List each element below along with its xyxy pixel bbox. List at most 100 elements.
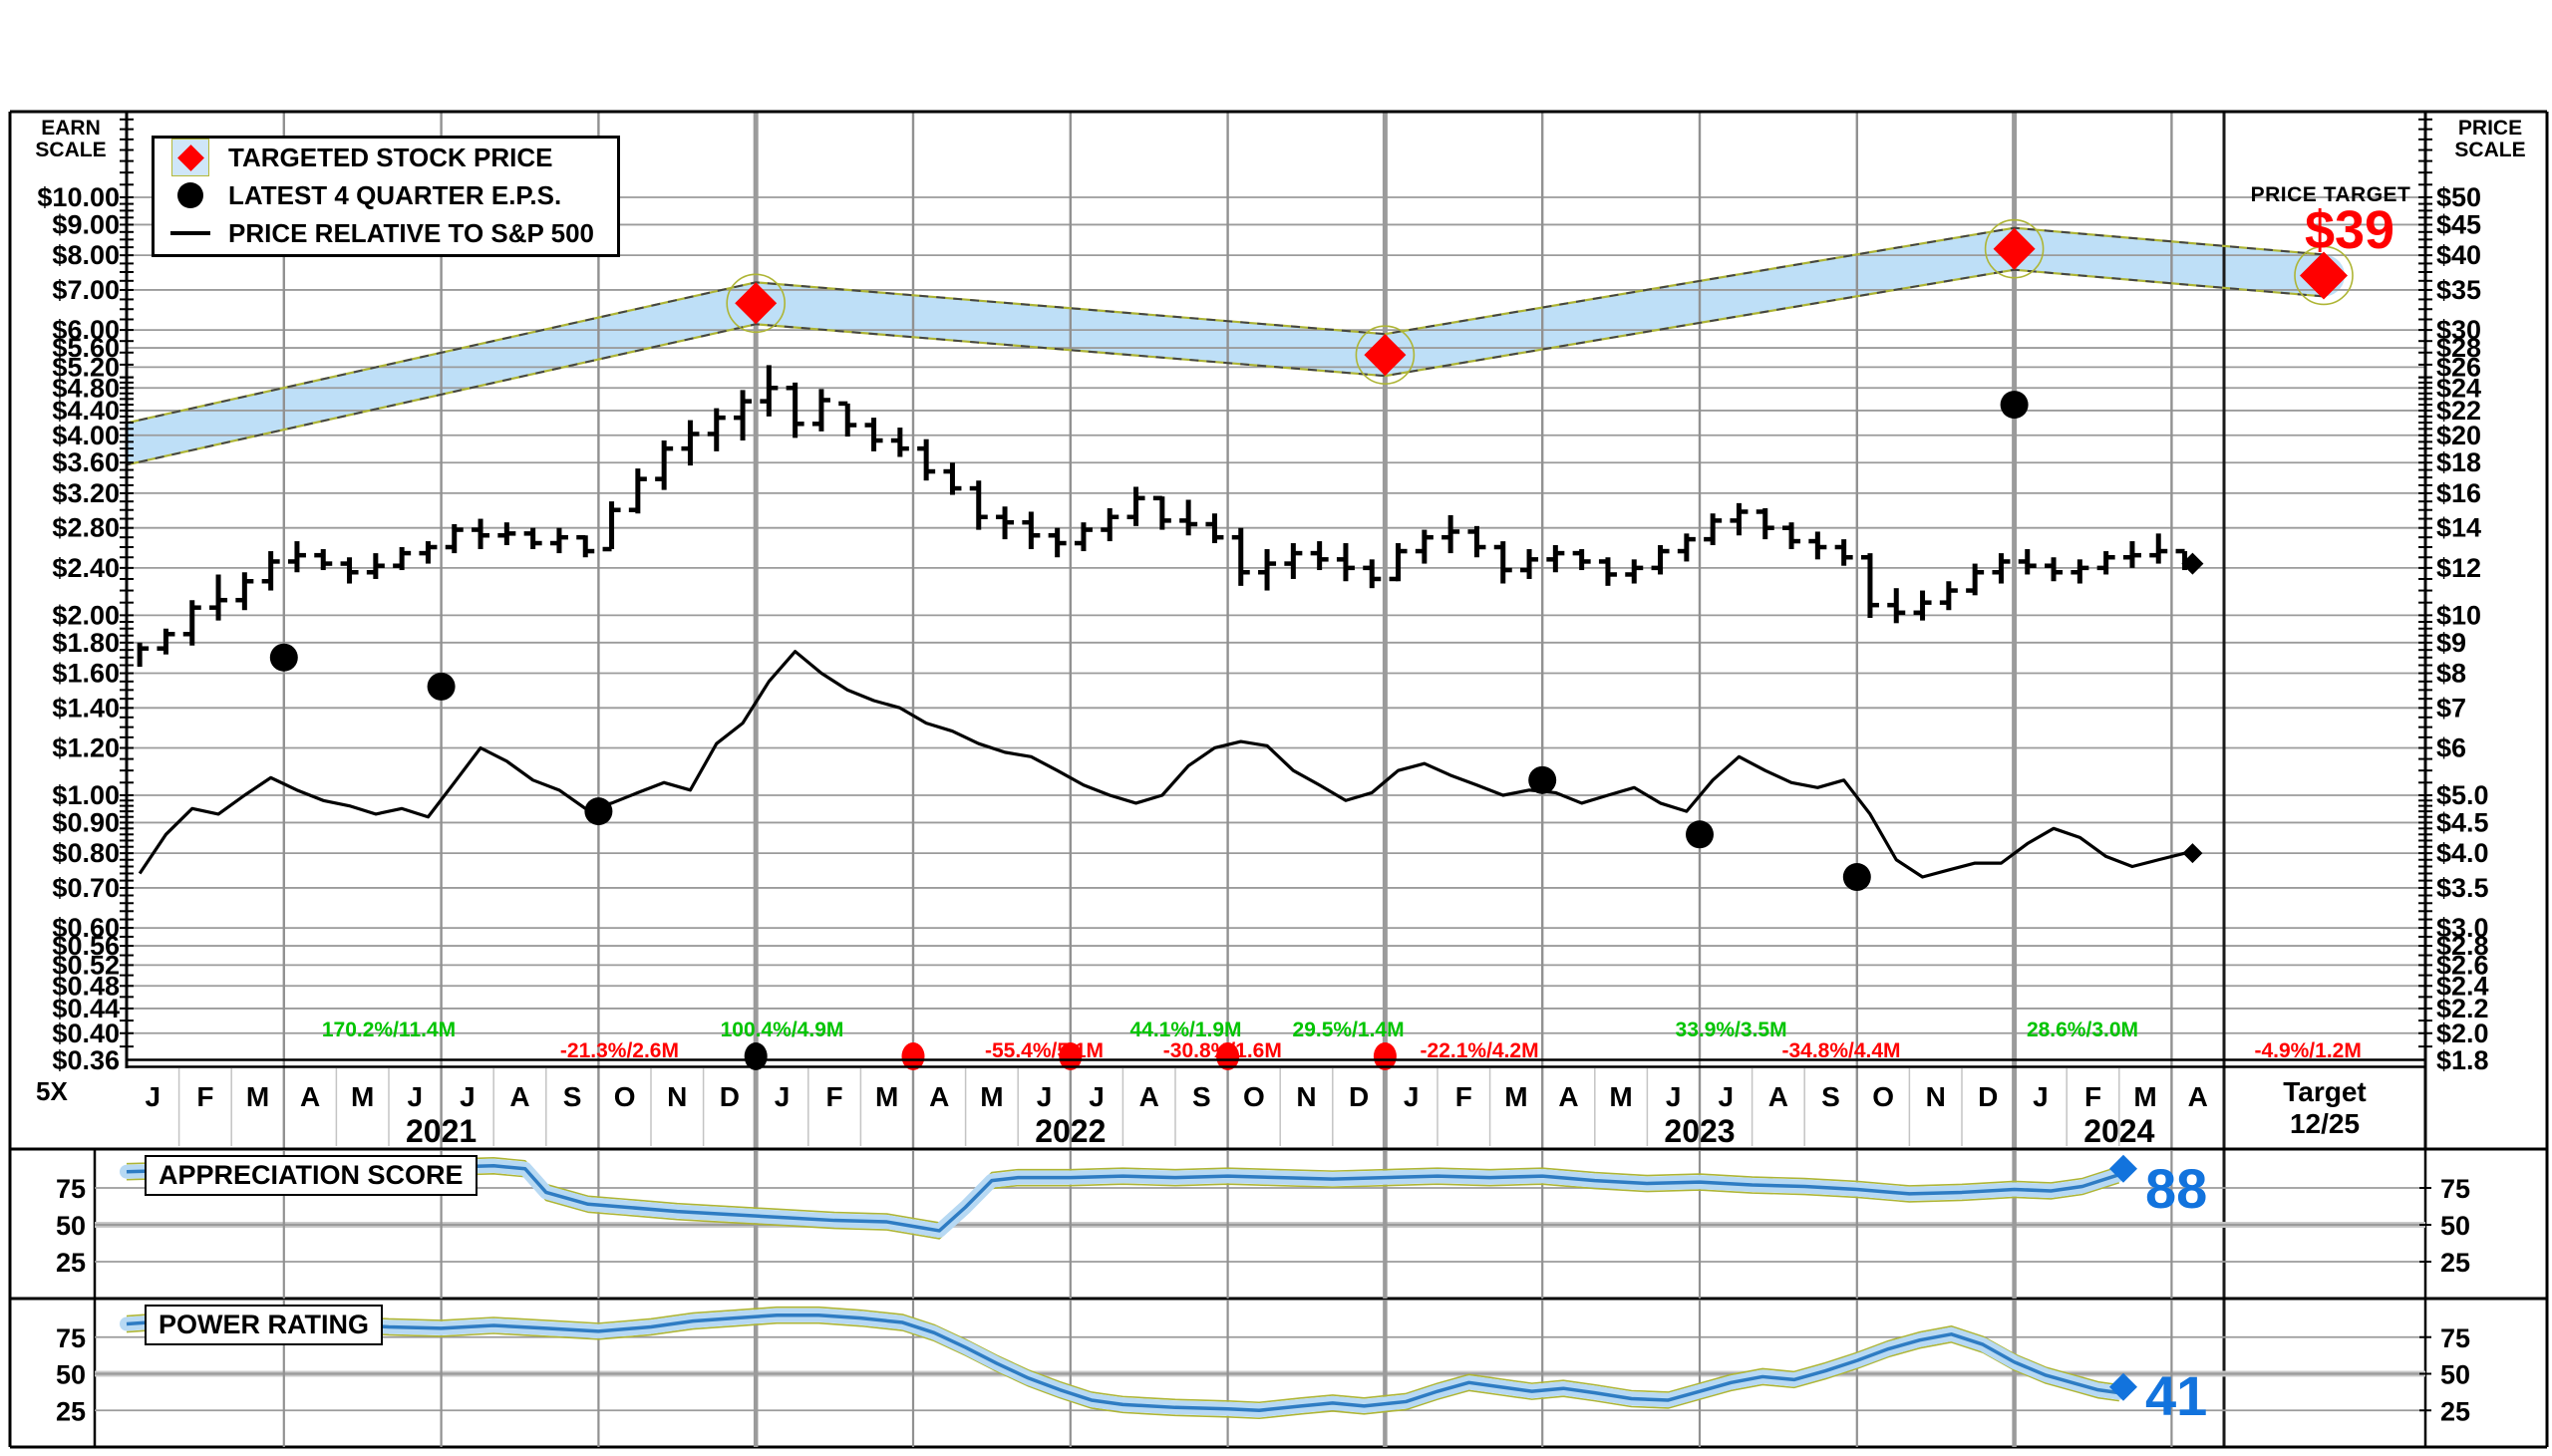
- quarter-floor-dot-red: [1373, 1042, 1397, 1070]
- legend-label-targeted-price: TARGETED STOCK PRICE: [228, 142, 553, 172]
- earn-scale-title-line2: SCALE: [35, 139, 107, 161]
- appreciation-score-panel: 75 75 50 50 25 25: [56, 1151, 2470, 1299]
- right-axis-label: $40: [2436, 240, 2481, 270]
- month-letter: A: [300, 1081, 320, 1112]
- annotation-green: 33.9%/3.5M: [1676, 1019, 1787, 1041]
- right-axis-label: $22: [2436, 396, 2481, 426]
- right-axis-label: $4.5: [2436, 807, 2489, 837]
- power-rating-panel: 75 75 50 50 25 25: [56, 1301, 2470, 1447]
- price-scale-title-line2: SCALE: [2454, 139, 2526, 161]
- month-letter: S: [1192, 1081, 1211, 1112]
- price-scale-title-line1: PRICE: [2457, 117, 2523, 140]
- year-label: 2022: [1035, 1113, 1106, 1149]
- chart-graphic: [126, 1164, 2120, 1233]
- left-axis-label: $3.60: [52, 447, 120, 477]
- eps-dot: [1842, 863, 1871, 892]
- axes: [8, 110, 2549, 1449]
- left-axis-label: $0.36: [52, 1045, 120, 1075]
- price-scale-title: PRICE SCALE: [2436, 118, 2544, 161]
- eps-dot: [2000, 391, 2029, 420]
- quarter-floor-dot-red: [1059, 1042, 1083, 1070]
- left-axis-label: $0.56: [52, 931, 120, 961]
- line-icon: [170, 231, 210, 235]
- chart-graphic: [126, 1173, 2120, 1240]
- annotation-green: 100.4%/4.9M: [721, 1019, 844, 1041]
- right-axis-label: $45: [2436, 209, 2481, 239]
- right-axis-label: $8: [2436, 659, 2466, 689]
- left-axis-label: $9.00: [52, 209, 120, 239]
- panel-axis-label-left: 50: [56, 1211, 86, 1241]
- quarter-floor-dot-black: [744, 1042, 768, 1070]
- price-bars: [137, 365, 2204, 864]
- left-axis-label: $10.00: [37, 182, 120, 212]
- month-letter: J: [146, 1081, 161, 1112]
- left-axis-label: $2.00: [52, 600, 120, 630]
- right-axis-label: $7: [2436, 693, 2466, 723]
- left-axis-label: $0.44: [52, 994, 120, 1023]
- month-letter: J: [460, 1081, 476, 1112]
- right-axis-label: $24: [2436, 373, 2481, 403]
- eps-dots: [269, 391, 2029, 1070]
- right-axis-label: $16: [2436, 478, 2481, 508]
- month-letter: A: [509, 1081, 529, 1112]
- left-axis-label: $5.60: [52, 333, 120, 363]
- left-axis-label: $0.70: [52, 873, 120, 903]
- month-letter: M: [1504, 1081, 1527, 1112]
- targeted-price-diamond: [735, 282, 778, 325]
- right-axis-label: $10: [2436, 600, 2481, 630]
- axis-labels: $10.00$9.00$8.00 $7.00 $6.00$5.60$5.20$4.8…: [37, 182, 2488, 1149]
- month-letter: J: [775, 1081, 791, 1112]
- month-letter: J: [1719, 1081, 1735, 1112]
- right-axis-label: $30: [2436, 315, 2481, 345]
- power-rating-value: 41: [2145, 1364, 2208, 1427]
- month-letter: D: [1978, 1081, 1998, 1112]
- right-axis-label: $5.0: [2436, 780, 2489, 810]
- target-diamonds: [726, 218, 2354, 385]
- panel-axis-label-right: 50: [2440, 1211, 2470, 1241]
- earn-scale-title-line1: EARN: [41, 117, 101, 140]
- right-axis-label: $9: [2436, 628, 2466, 658]
- legend-item-targeted-price: TARGETED STOCK PRICE: [155, 139, 617, 176]
- right-axis-label: $2.2: [2436, 994, 2489, 1023]
- panel-axis-label-right: 25: [2440, 1248, 2470, 1278]
- target-label: Target: [2283, 1076, 2367, 1107]
- panel-axis-label-left: 50: [56, 1360, 86, 1390]
- month-letter: M: [875, 1081, 898, 1112]
- power-rating-panel-latest-diamond: [2109, 1372, 2137, 1401]
- month-letter: M: [351, 1081, 374, 1112]
- legend: TARGETED STOCK PRICE LATEST 4 QUARTER E.…: [152, 136, 620, 257]
- left-axis-label: $2.80: [52, 513, 120, 543]
- left-axis-label: $4.40: [52, 396, 120, 426]
- legend-label-eps: LATEST 4 QUARTER E.P.S.: [228, 179, 562, 210]
- month-letter: A: [1768, 1081, 1788, 1112]
- eps-dot: [1528, 765, 1557, 794]
- annotation-red: -55.4%/5.1M: [985, 1039, 1104, 1062]
- targeted-price-marker: [168, 139, 212, 176]
- month-letter: M: [2133, 1081, 2156, 1112]
- month-letter: N: [667, 1081, 687, 1112]
- quarter-floor-dot-red: [1216, 1042, 1240, 1070]
- panel-axis-label-right: 50: [2440, 1360, 2470, 1390]
- targeted-price-diamond: [1364, 334, 1407, 377]
- month-letter: A: [1558, 1081, 1578, 1112]
- left-axis-label: $0.40: [52, 1019, 120, 1048]
- appreciation-score-panel-band: [120, 1157, 2126, 1240]
- chart-graphic: [126, 1306, 2119, 1404]
- panel-axis-label-right: 25: [2440, 1396, 2470, 1426]
- target-column-label: Target 12/25: [2240, 1076, 2409, 1140]
- panel-axis-label-left: 75: [56, 1174, 86, 1204]
- band-edge-dashed: [127, 226, 2325, 425]
- month-letter: A: [929, 1081, 949, 1112]
- legend-item-relative: PRICE RELATIVE TO S&P 500: [155, 214, 617, 252]
- annotation-green: 29.5%/1.4M: [1293, 1019, 1405, 1041]
- latest-relative-diamond: [2182, 843, 2203, 864]
- band-edge-dashed: [127, 268, 2325, 466]
- month-letter: M: [980, 1081, 1003, 1112]
- left-axis-label: $0.80: [52, 838, 120, 868]
- right-axis-label: $4.0: [2436, 838, 2489, 868]
- relative-marker: [168, 231, 212, 235]
- left-axis-label: $1.00: [52, 780, 120, 810]
- left-axis-label: $1.60: [52, 659, 120, 689]
- annotation-red: -30.8%/1.6M: [1163, 1039, 1282, 1062]
